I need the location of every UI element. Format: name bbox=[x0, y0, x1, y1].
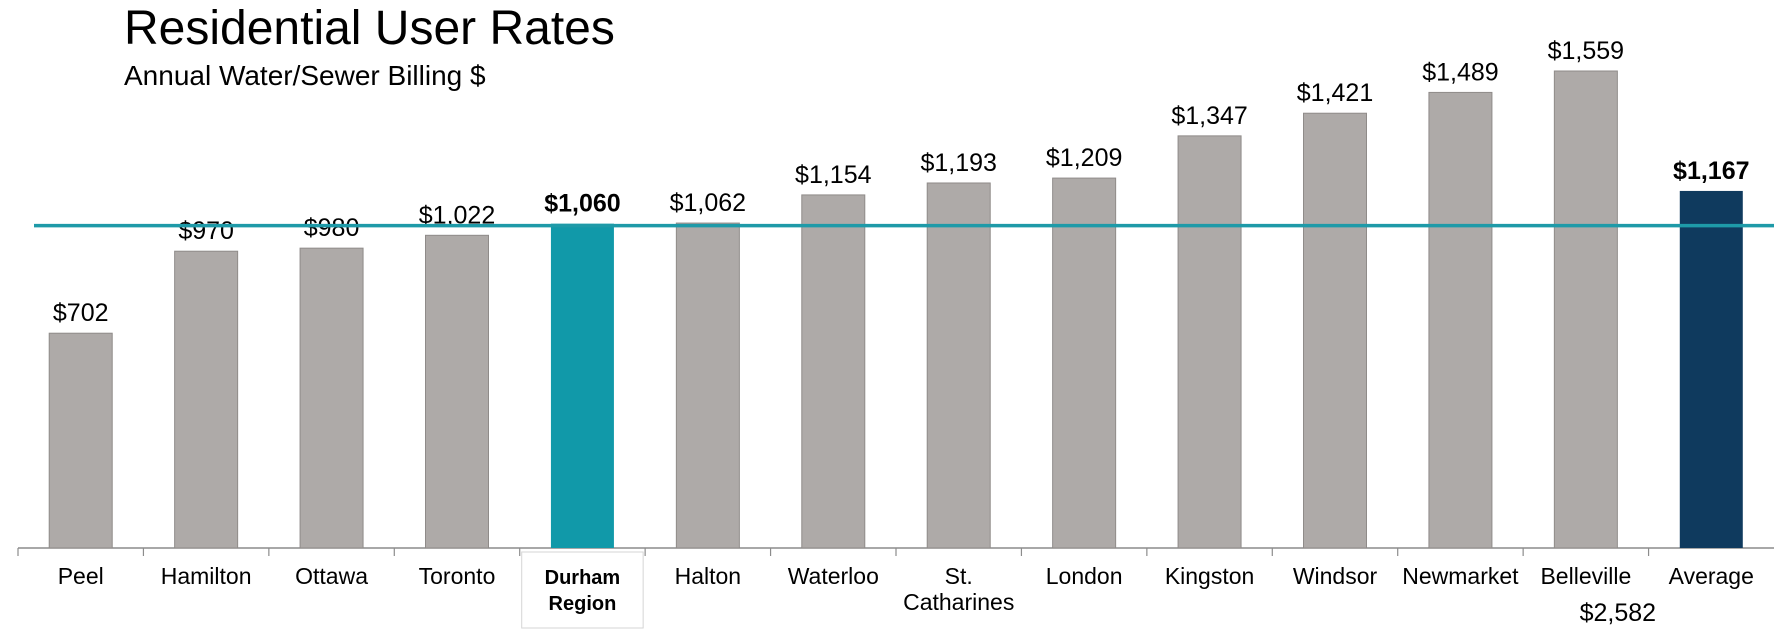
category-label-st-catharines: Catharines bbox=[903, 589, 1014, 615]
category-label-st-catharines: St. bbox=[945, 563, 973, 589]
value-label-kingston: $1,347 bbox=[1171, 102, 1247, 130]
value-label-st-catharines: $1,193 bbox=[920, 149, 996, 177]
category-label-peel: Peel bbox=[58, 563, 104, 589]
bar-waterloo bbox=[801, 194, 866, 549]
category-label-newmarket: Newmarket bbox=[1402, 563, 1519, 589]
category-label-average: Average bbox=[1669, 563, 1754, 589]
bar-peel bbox=[48, 332, 113, 549]
bar-halton bbox=[675, 222, 740, 549]
bar-toronto bbox=[425, 234, 489, 549]
bar-windsor bbox=[1303, 112, 1367, 549]
bar-durham-region bbox=[550, 223, 614, 549]
category-label-durham-region: Region bbox=[549, 593, 617, 615]
category-label-halton: Halton bbox=[675, 563, 741, 589]
value-label-hamilton: $970 bbox=[178, 217, 234, 245]
value-label-average: $1,167 bbox=[1673, 157, 1749, 185]
category-label-toronto: Toronto bbox=[419, 563, 496, 589]
value-label-ottawa: $980 bbox=[304, 214, 360, 242]
value-label-belleville: $1,559 bbox=[1548, 37, 1624, 65]
value-label-durham-region: $1,060 bbox=[544, 190, 620, 218]
bar-st-catharines bbox=[926, 182, 991, 549]
value-label-waterloo: $1,154 bbox=[795, 161, 872, 189]
chart-subtitle: Annual Water/Sewer Billing $ bbox=[124, 60, 486, 91]
value-label-newmarket: $1,489 bbox=[1422, 58, 1498, 86]
value-label-london: $1,209 bbox=[1046, 144, 1122, 172]
chart-title: Residential User Rates bbox=[124, 2, 615, 55]
value-label-halton: $1,062 bbox=[670, 189, 746, 217]
bar-hamilton bbox=[174, 250, 239, 549]
highlight-label-box bbox=[521, 551, 644, 629]
category-label-waterloo: Waterloo bbox=[788, 563, 879, 589]
annotation-belleville: $2,582 bbox=[1580, 599, 1656, 627]
category-label-windsor: Windsor bbox=[1293, 563, 1378, 589]
bar-belleville bbox=[1553, 70, 1618, 549]
category-label-belleville: Belleville bbox=[1540, 563, 1631, 589]
category-label-hamilton: Hamilton bbox=[161, 563, 252, 589]
bar-newmarket bbox=[1428, 91, 1493, 549]
value-label-windsor: $1,421 bbox=[1297, 79, 1373, 107]
category-label-kingston: Kingston bbox=[1165, 563, 1255, 589]
bar-kingston bbox=[1177, 135, 1242, 549]
bar-average bbox=[1679, 190, 1743, 548]
value-label-peel: $702 bbox=[53, 299, 109, 327]
category-label-durham-region: Durham bbox=[545, 567, 621, 589]
category-label-london: London bbox=[1046, 563, 1123, 589]
category-label-ottawa: Ottawa bbox=[295, 563, 368, 589]
bar-london bbox=[1052, 177, 1117, 549]
bar-ottawa bbox=[299, 247, 364, 549]
